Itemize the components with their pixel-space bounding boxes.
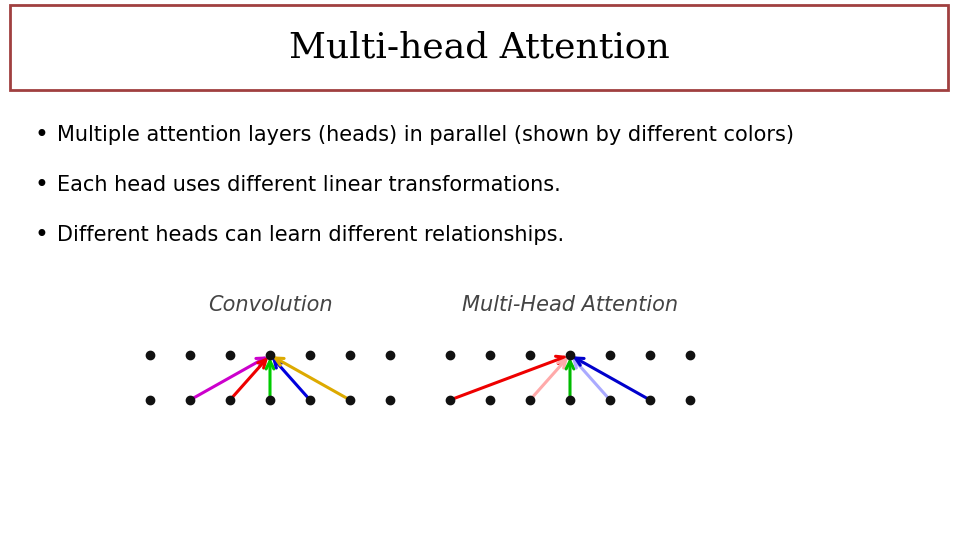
Text: Different heads can learn different relationships.: Different heads can learn different rela… [57,225,564,245]
Text: Multi-Head Attention: Multi-Head Attention [462,295,678,315]
Text: Multi-head Attention: Multi-head Attention [288,30,670,64]
Text: Multiple attention layers (heads) in parallel (shown by different colors): Multiple attention layers (heads) in par… [57,125,794,145]
Text: Each head uses different linear transformations.: Each head uses different linear transfor… [57,175,560,195]
Bar [10,5,948,90]
Text: •: • [35,173,49,197]
Text: Convolution: Convolution [208,295,332,315]
Text: •: • [35,123,49,147]
Text: •: • [35,223,49,247]
